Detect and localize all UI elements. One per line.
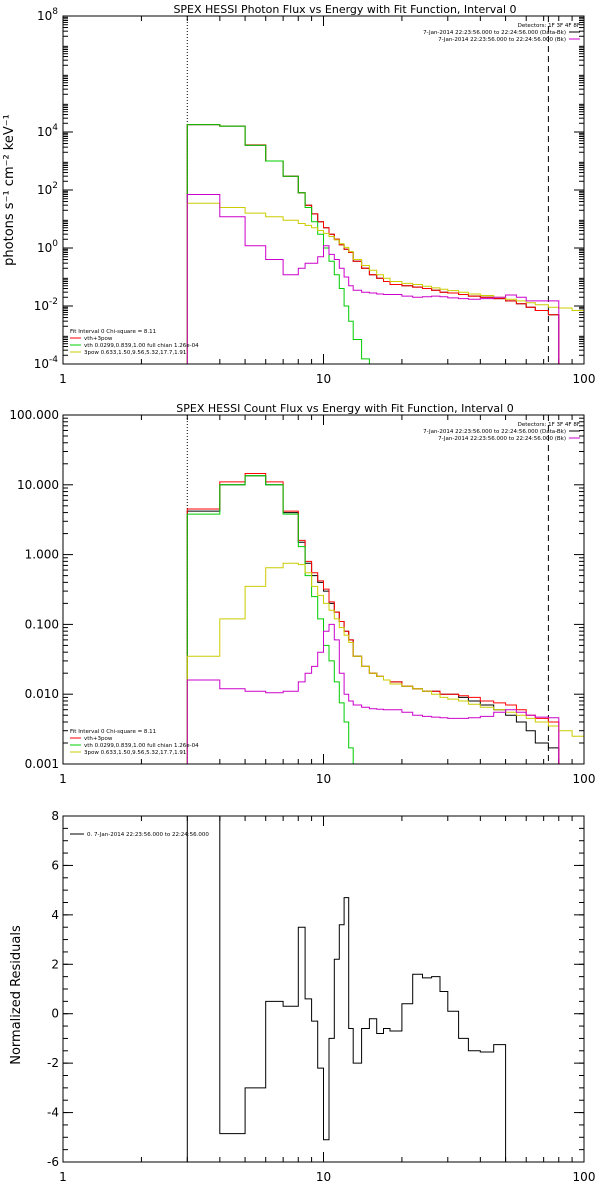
y-tick-label: 104 <box>37 123 58 139</box>
y-tick-label: -6 <box>47 1155 59 1169</box>
y-tick-label: 1.000 <box>25 548 59 562</box>
y-tick-label: 0 <box>51 1007 59 1021</box>
legend-entry: vth+3pow <box>84 336 113 342</box>
legend-entry: 7-Jan-2014 22:23:56.000 to 22:24:56.000 … <box>438 37 566 43</box>
x-tick-label: 100 <box>573 772 596 786</box>
plot-frame <box>62 815 585 1163</box>
y-tick-label: 10-2 <box>34 297 58 313</box>
y-tick-label: 100 <box>37 239 58 255</box>
x-tick-label: 100 <box>573 372 596 386</box>
series-line <box>186 194 560 364</box>
y-tick-base: 10 <box>37 9 52 23</box>
series-line <box>186 124 560 364</box>
photon-flux-panel: SPEX HESSI Photon Flux vs Energy with Fi… <box>2 3 595 386</box>
x-tick-label: 10 <box>316 1170 331 1184</box>
legend-entry: 7-Jan-2014 22:23:56.000 to 22:24:56.000 … <box>438 436 566 442</box>
y-tick-exponent: 2 <box>52 181 58 191</box>
legend-header: Fit Interval 0 Chi-square = 8.11 <box>70 729 156 735</box>
y-tick-base: 10 <box>34 299 49 313</box>
y-tick-label: 2 <box>51 957 59 971</box>
series-line <box>186 816 507 1162</box>
chart-title: SPEX HESSI Count Flux vs Energy with Fit… <box>176 402 513 415</box>
x-tick-label: 1 <box>59 372 67 386</box>
series-line <box>186 124 560 364</box>
plot-area: 1 10 100 -6 -4 -2 0 2 4 6 8 0. 7-Jan-2014 22:23:56.… <box>47 809 595 1184</box>
y-tick-exponent: 0 <box>52 239 58 249</box>
plot-area: 1 10 100 0.001 0.010 0.100 1.000 10.000 100.000 D… <box>9 408 595 786</box>
residuals-panel: Normalized Residuals 1 10 100 -6 -4 -2 0 2 4 6 8 0.… <box>9 809 595 1184</box>
plot-frame <box>62 15 585 365</box>
y-tick-label: 0.001 <box>25 757 59 771</box>
x-tick-label: 1 <box>59 1170 67 1184</box>
legend-entry: vth 0.0299,0.839,1.00 full chian 1.26e-0… <box>84 743 199 749</box>
chart-title: SPEX HESSI Photon Flux vs Energy with Fi… <box>173 3 516 16</box>
y-tick-label: 4 <box>51 908 59 922</box>
x-tick-label: 10 <box>316 372 331 386</box>
y-tick-exponent: -2 <box>49 297 58 307</box>
y-tick-exponent: -4 <box>49 355 58 365</box>
count-flux-panel: SPEX HESSI Count Flux vs Energy with Fit… <box>9 402 595 786</box>
y-axis-label: Normalized Residuals <box>9 925 24 1065</box>
y-axis-label: photons s⁻¹ cm⁻² keV⁻¹ <box>2 114 17 266</box>
y-tick-base: 10 <box>37 183 52 197</box>
series-line <box>186 475 362 764</box>
y-tick-label: 108 <box>37 7 58 23</box>
y-tick-label: -2 <box>47 1056 59 1070</box>
legend-entry: vth 0.0299,0.839,1.00 full chian 1.26e-0… <box>84 343 199 349</box>
y-tick-base: 10 <box>37 125 52 139</box>
y-tick-label: 6 <box>51 858 59 872</box>
series-line <box>186 475 560 764</box>
legend-entry: 7-Jan-2014 22:23:56.000 to 22:24:56.000 … <box>423 429 566 435</box>
series-line <box>186 124 377 364</box>
y-tick-exponent: 8 <box>52 7 58 17</box>
y-tick-label: 8 <box>51 809 59 823</box>
x-tick-label: 100 <box>573 1170 596 1184</box>
series-line <box>186 562 584 764</box>
y-tick-label: 102 <box>37 181 58 197</box>
y-tick-base: 10 <box>34 357 49 371</box>
series-line <box>186 202 584 364</box>
series-line <box>186 623 560 764</box>
y-tick-label: 0.100 <box>25 617 59 631</box>
y-tick-base: 10 <box>37 241 52 255</box>
y-tick-label: 10.000 <box>17 478 59 492</box>
y-tick-label: 100.000 <box>9 408 59 422</box>
legend-entry: 3pow 0.633,1.50,9.56,5.32,17.7,1.91 <box>84 350 186 356</box>
y-tick-label: -4 <box>47 1106 59 1120</box>
legend-header: Fit Interval 0 Chi-square = 8.11 <box>70 329 156 335</box>
legend-header: Detectors: 1F 3F 4F 8F <box>518 23 580 29</box>
legend-entry: 3pow 0.633,1.50,9.56,5.32,17.7,1.91 <box>84 750 186 756</box>
y-tick-label: 0.010 <box>25 687 59 701</box>
x-tick-label: 10 <box>316 772 331 786</box>
plot-frame <box>62 414 585 765</box>
legend-entry: 0. 7-Jan-2014 22:23:56.000 to 22:24:56.0… <box>87 832 209 838</box>
legend-entry: 7-Jan-2014 22:23:56.000 to 22:24:56.000 … <box>423 30 566 36</box>
legend-entry: vth+3pow <box>84 736 113 742</box>
y-tick-exponent: 4 <box>52 123 58 133</box>
y-tick-label: 10-4 <box>34 355 59 371</box>
x-tick-label: 1 <box>59 772 67 786</box>
legend-header: Detectors: 1F 3F 4F 8F <box>518 422 580 428</box>
